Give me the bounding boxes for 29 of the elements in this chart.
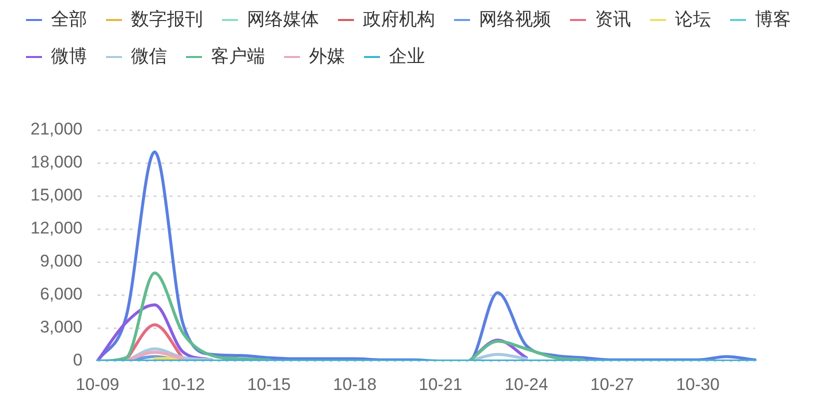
- y-tick-label: 0: [73, 350, 82, 370]
- legend-label: 外媒: [309, 46, 345, 66]
- x-tick-label: 10-27: [590, 374, 634, 394]
- x-tick-label: 10-15: [247, 374, 291, 394]
- y-tick-label: 15,000: [30, 186, 82, 205]
- y-tick-label: 3,000: [40, 318, 82, 337]
- legend-label: 论坛: [675, 8, 711, 29]
- x-tick-label: 10-12: [162, 374, 206, 394]
- legend-label: 网络媒体: [247, 8, 319, 29]
- legend-label: 政府机构: [363, 8, 435, 29]
- x-tick-label: 10-09: [76, 374, 120, 394]
- x-tick-label: 10-21: [418, 374, 462, 394]
- legend-label: 全部: [51, 8, 87, 29]
- y-tick-label: 12,000: [30, 218, 82, 238]
- x-tick-label: 10-18: [333, 374, 377, 394]
- y-tick-label: 21,000: [30, 120, 82, 139]
- x-tick-label: 10-30: [676, 374, 720, 394]
- legend-label: 客户端: [211, 46, 265, 66]
- legend-label: 博客: [755, 8, 791, 29]
- legend-label: 资讯: [595, 8, 631, 29]
- x-tick-label: 10-24: [504, 374, 548, 394]
- legend-label: 企业: [389, 46, 425, 66]
- legend-label: 微博: [51, 46, 87, 66]
- legend-label: 微信: [131, 46, 167, 66]
- legend-label: 网络视频: [479, 8, 551, 29]
- y-tick-label: 9,000: [40, 252, 82, 271]
- legend-label: 数字报刊: [131, 8, 203, 29]
- y-tick-label: 6,000: [40, 284, 82, 304]
- y-tick-label: 18,000: [30, 152, 82, 172]
